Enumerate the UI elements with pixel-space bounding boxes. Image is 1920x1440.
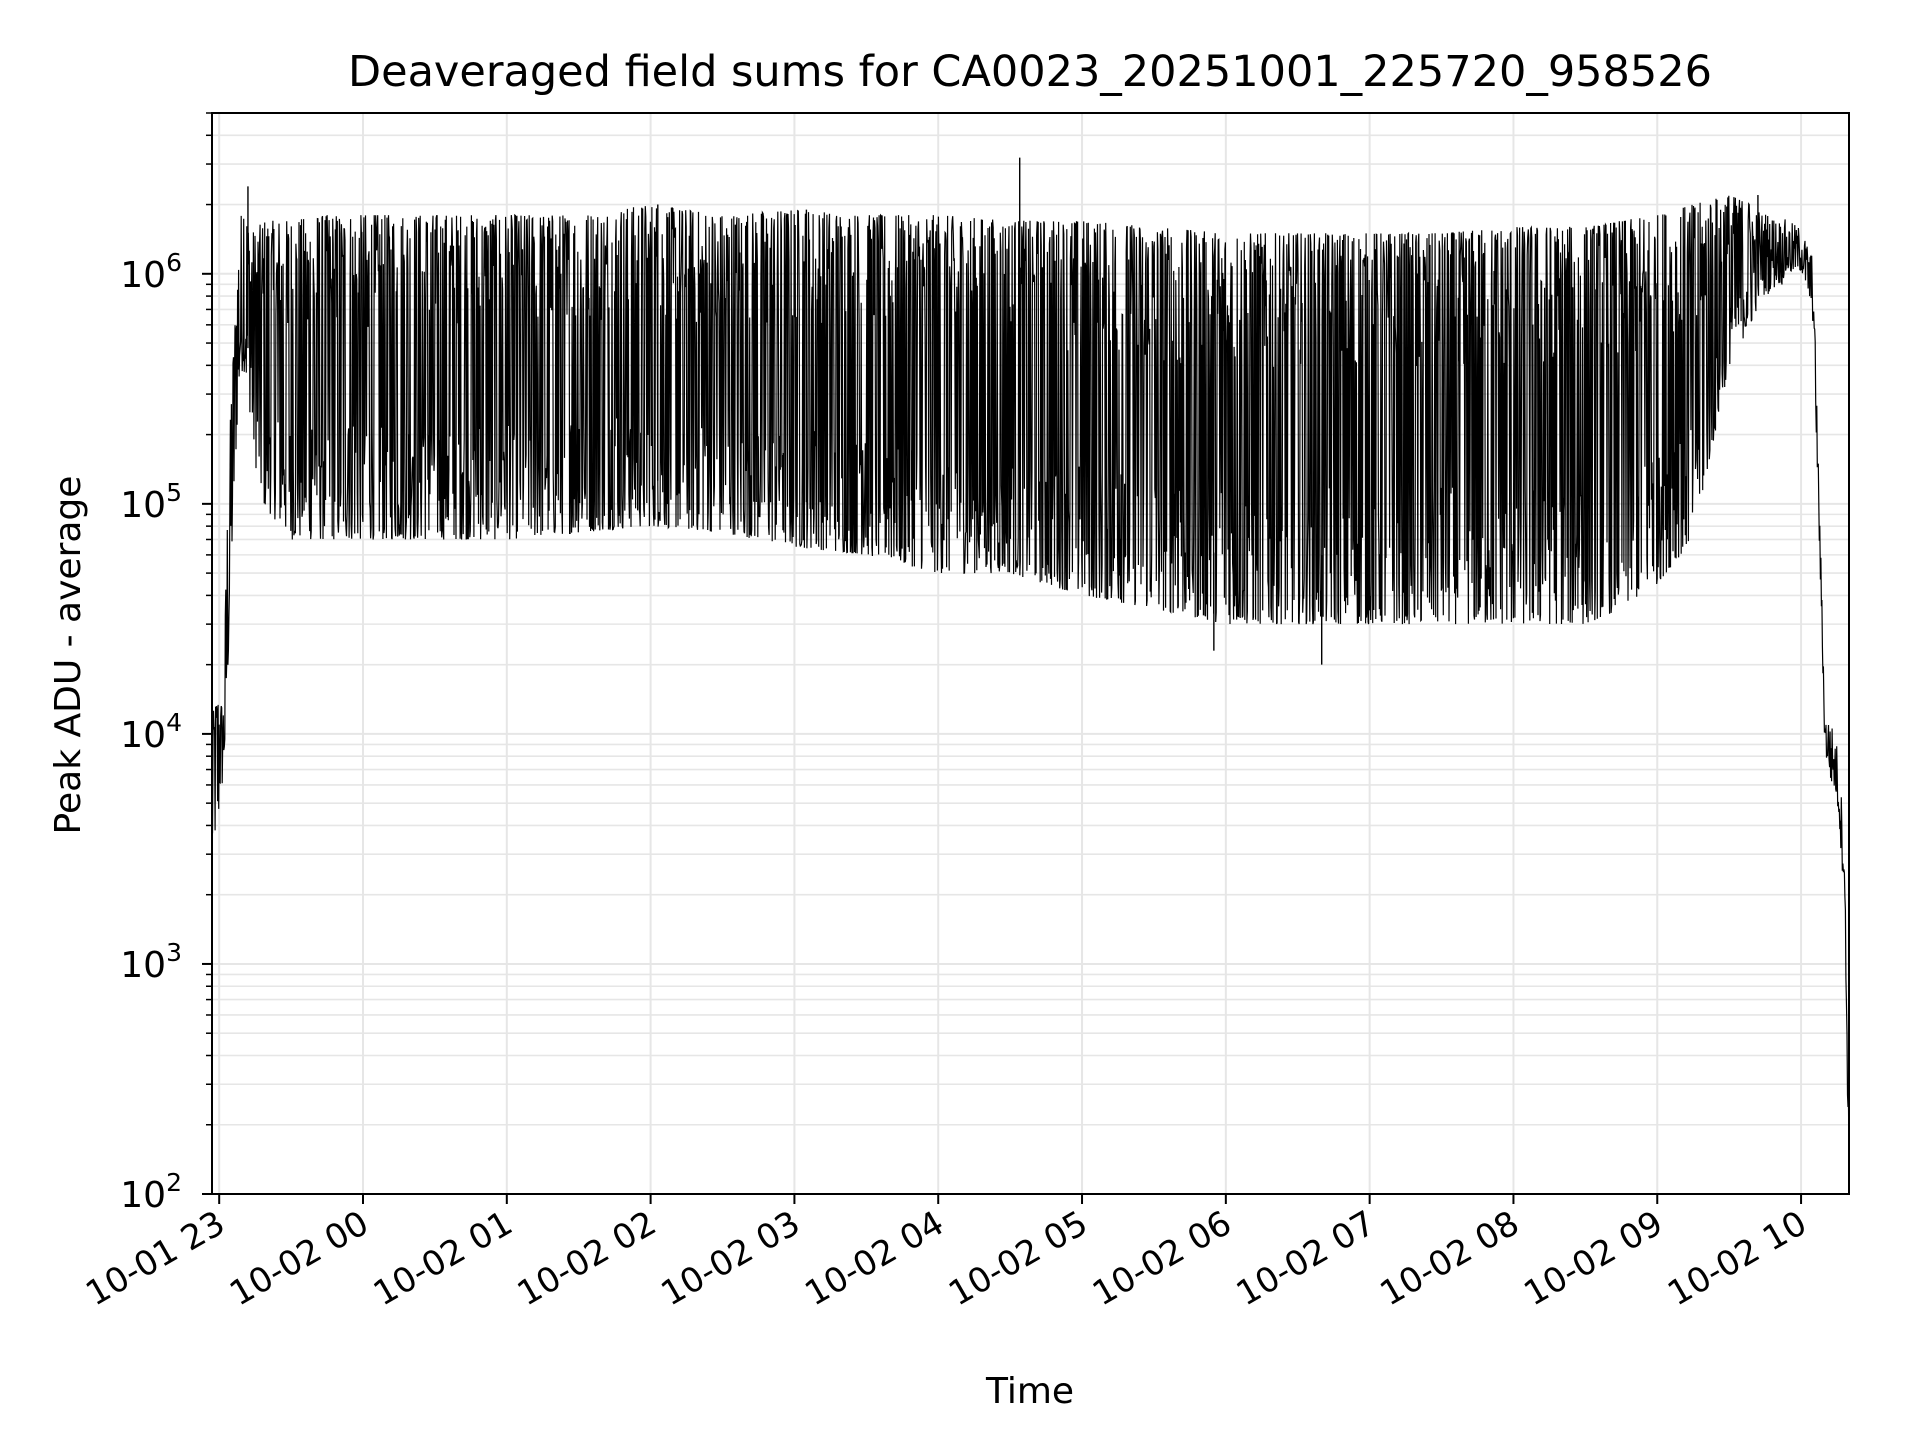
y-tick-label: 102 (120, 1168, 182, 1216)
y-axis: 102 103 104 105 106 (120, 112, 212, 1216)
y-tick-label: 105 (120, 478, 182, 526)
axes-frame (211, 112, 1850, 1195)
y-tick-label: 104 (120, 708, 182, 756)
y-tick-label: 103 (120, 938, 182, 986)
series-trace (211, 195, 1850, 1167)
y-axis-label: Peak ADU - average (48, 476, 89, 835)
y-tick-label: 106 (120, 248, 182, 296)
chart-title: Deaveraged field sums for CA0023_2025100… (348, 47, 1712, 97)
series-line (211, 157, 1850, 1167)
grid (212, 112, 1849, 1195)
x-axis-label: Time (985, 1371, 1074, 1412)
